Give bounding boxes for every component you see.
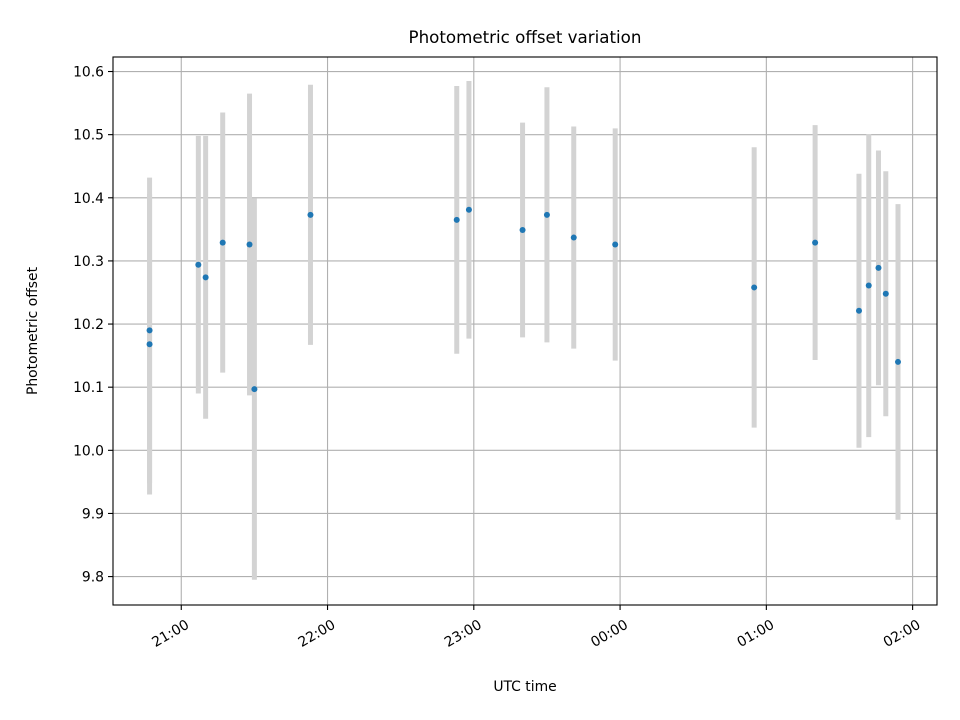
y-tick-label: 10.6 <box>73 65 104 81</box>
data-point <box>202 274 209 281</box>
y-tick-label: 10.5 <box>73 128 104 144</box>
data-point <box>612 241 619 248</box>
y-axis-label: Photometric offset <box>25 266 41 395</box>
data-point <box>146 327 153 334</box>
x-axis-ticks: 21:00 22:00 23:00 00:00 01:00 02:00 <box>149 605 923 651</box>
data-points <box>146 206 901 393</box>
x-tick-label: 02:00 <box>881 617 924 651</box>
data-point <box>251 386 258 393</box>
error-bars <box>147 80 901 580</box>
x-tick-label: 21:00 <box>149 617 192 651</box>
data-point <box>195 261 202 268</box>
data-point <box>307 211 314 218</box>
data-point <box>751 284 758 291</box>
y-tick-label: 9.8 <box>82 570 104 586</box>
data-point <box>570 234 577 241</box>
data-point <box>465 206 472 213</box>
data-point <box>812 239 819 246</box>
x-tick-label: 00:00 <box>588 617 631 651</box>
y-tick-label: 10.0 <box>73 443 104 459</box>
data-point <box>146 341 153 348</box>
data-point <box>543 211 550 218</box>
data-point <box>865 282 872 289</box>
x-tick-label: 22:00 <box>296 617 339 651</box>
y-tick-label: 10.2 <box>73 317 104 333</box>
y-tick-label: 10.1 <box>73 380 104 396</box>
x-tick-label: 23:00 <box>442 617 485 651</box>
data-point <box>882 290 889 297</box>
y-tick-label: 10.4 <box>73 191 104 207</box>
y-tick-label: 9.9 <box>82 506 104 522</box>
data-point <box>894 358 901 365</box>
x-axis-label: UTC time <box>493 679 556 695</box>
data-point <box>246 241 253 248</box>
plot-frame <box>112 56 938 606</box>
data-point <box>875 264 882 271</box>
x-tick-label: 01:00 <box>734 617 777 651</box>
data-point <box>855 307 862 314</box>
data-point <box>453 216 460 223</box>
data-point <box>519 226 526 233</box>
y-tick-label: 10.3 <box>73 254 104 270</box>
data-point <box>219 239 226 246</box>
chart-title: Photometric offset variation <box>409 27 642 47</box>
y-axis-ticks: 9.8 9.9 10.0 10.1 10.2 10.3 10.4 10.5 10.6 <box>73 65 113 586</box>
